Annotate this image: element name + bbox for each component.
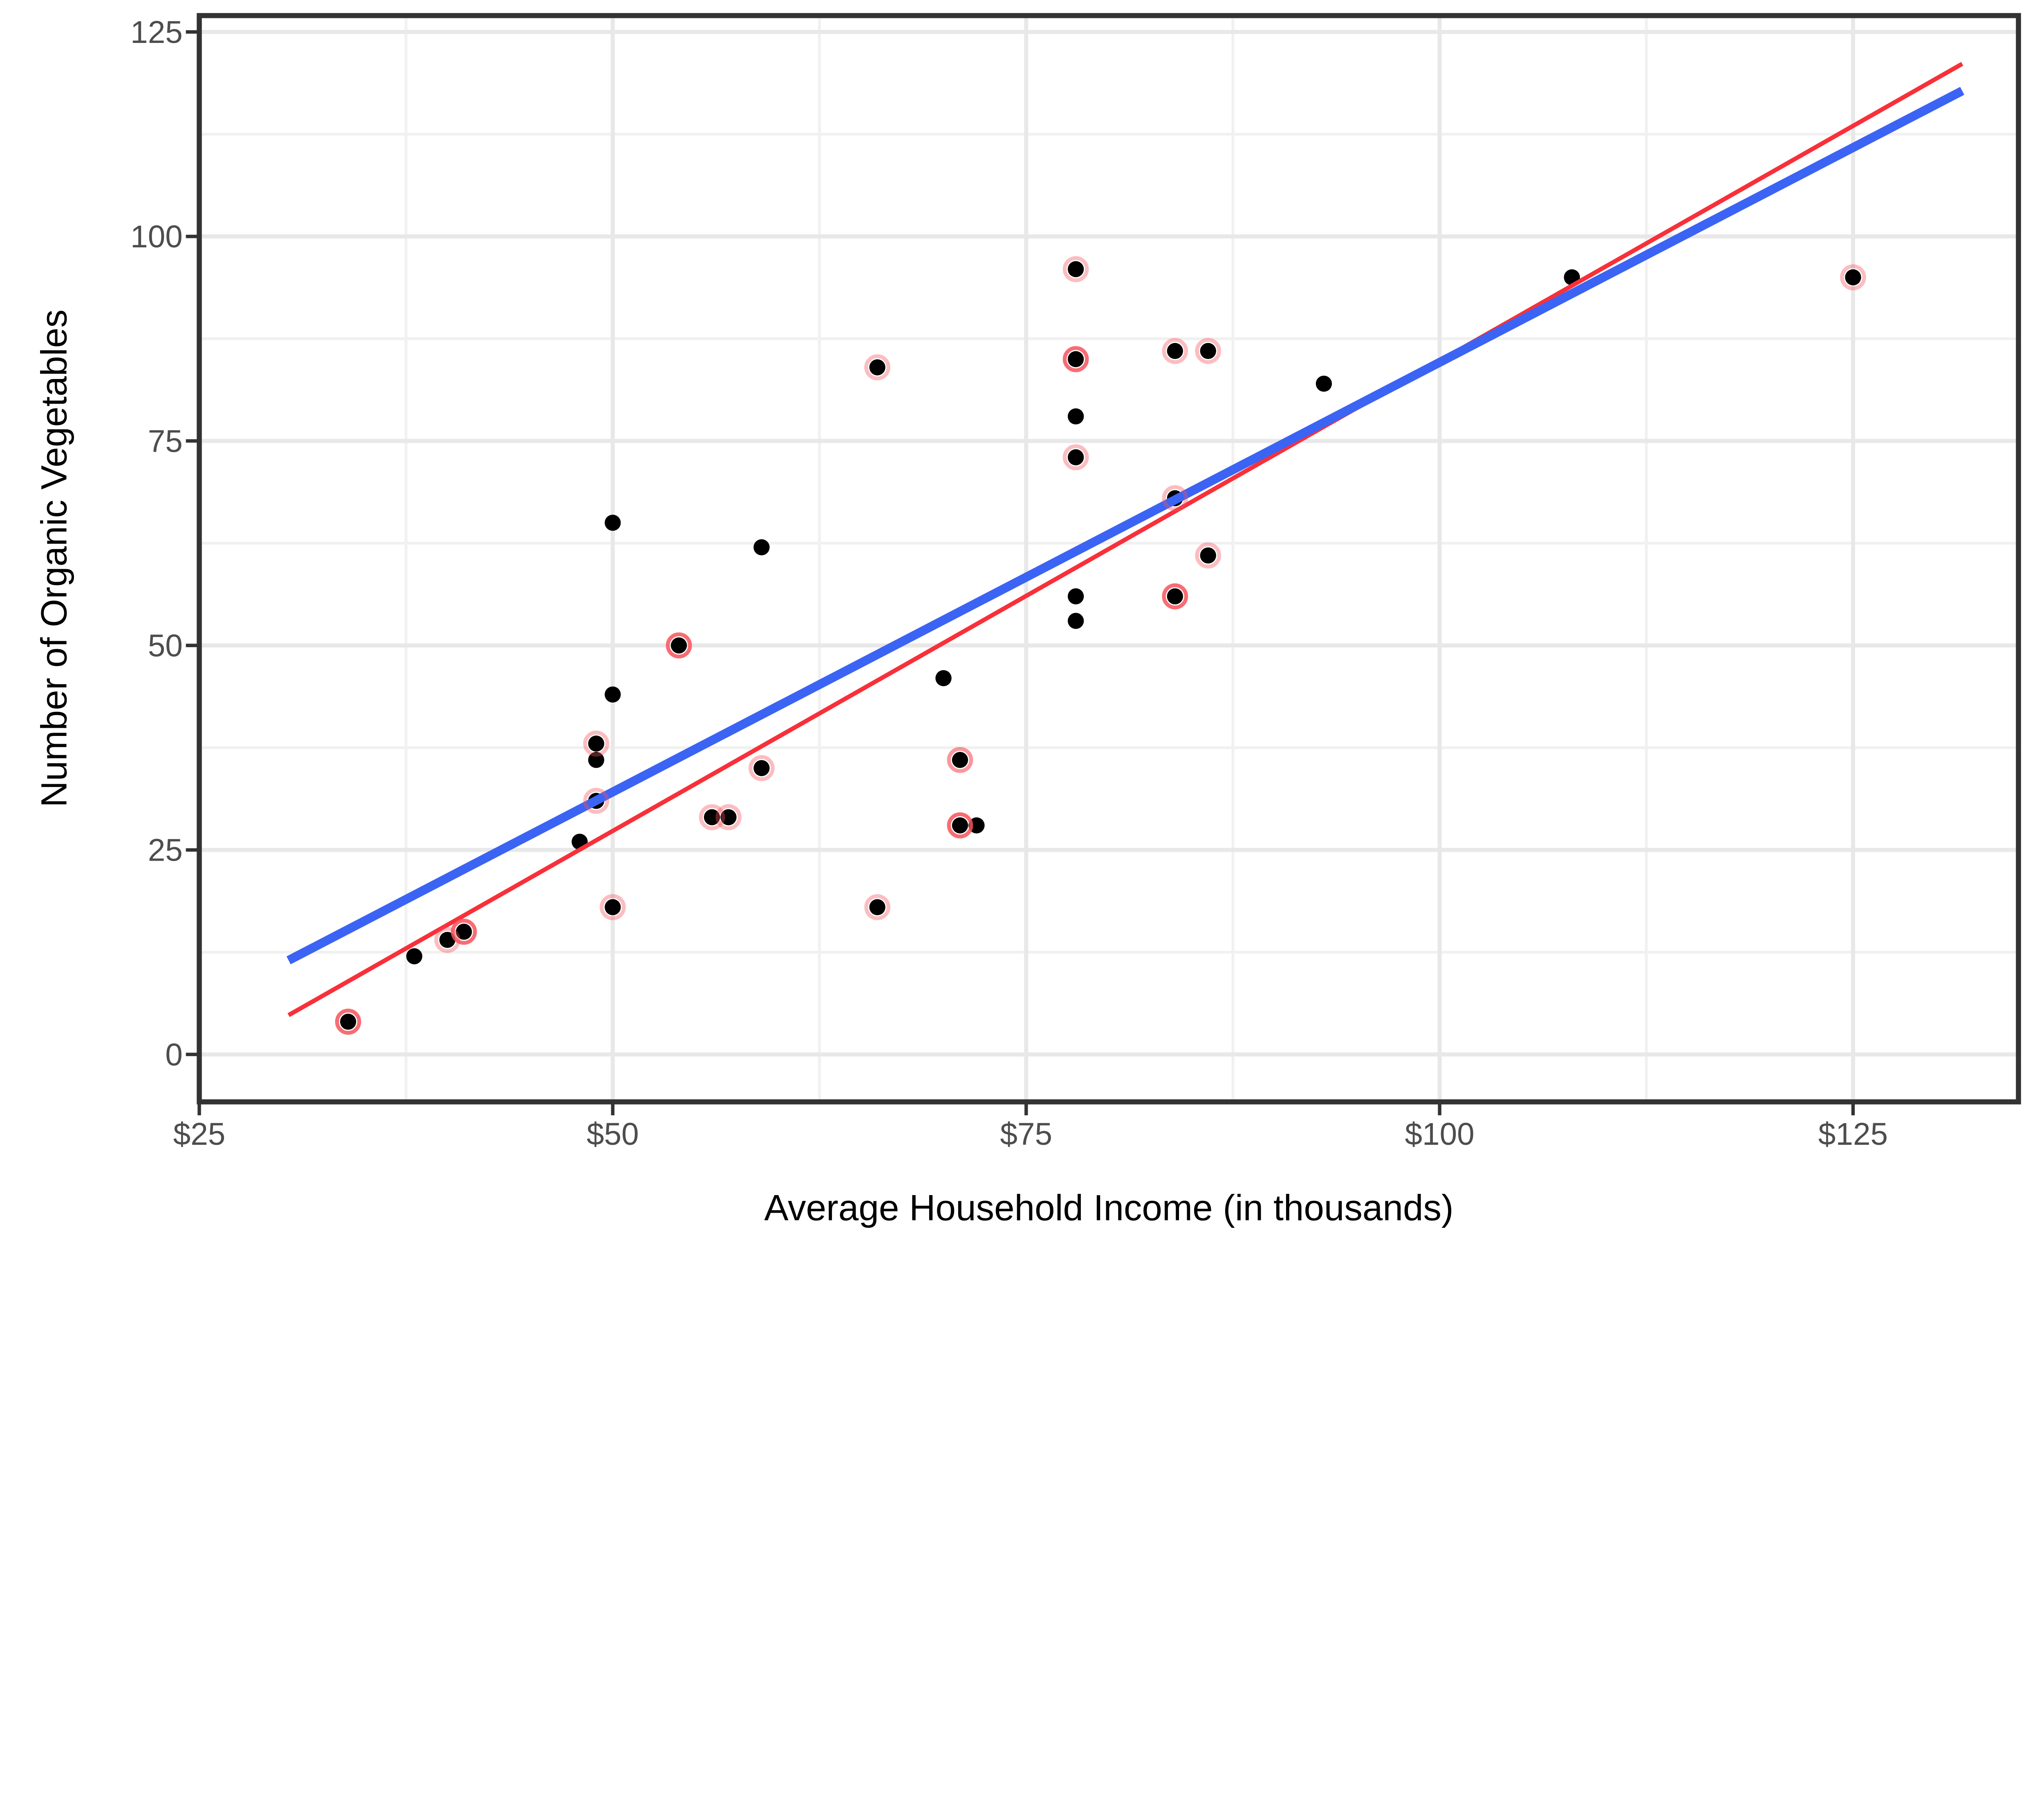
- data-point: [869, 359, 885, 376]
- red-regression-line: [287, 62, 1963, 1017]
- highlight-ring-light: [1162, 338, 1188, 364]
- highlight-ring-strong: [335, 1009, 361, 1035]
- data-point: [704, 809, 720, 825]
- data-point: [588, 752, 605, 768]
- data-point: [456, 924, 472, 940]
- data-point: [1067, 408, 1084, 425]
- highlight-ring-light: [864, 894, 891, 920]
- highlight-ring-light: [715, 804, 742, 830]
- data-point: [1316, 375, 1332, 392]
- data-point: [753, 760, 770, 776]
- data-point: [605, 686, 621, 703]
- data-point: [406, 948, 423, 964]
- x-tick-label: $25: [173, 1117, 226, 1152]
- data-point: [968, 817, 985, 834]
- y-tick-label: 25: [148, 833, 183, 868]
- data-point: [720, 809, 737, 825]
- highlight-ring-medium: [947, 747, 973, 773]
- y-tick-label: 100: [130, 220, 183, 254]
- data-point: [1167, 343, 1183, 359]
- highlight-ring-light: [583, 730, 610, 757]
- highlight-ring-light: [749, 755, 775, 781]
- plot-layers: $25 $50 $75 $100 $125 0 25 50 75 100 125: [130, 13, 2021, 1152]
- data-point: [1067, 351, 1084, 368]
- y-tick-label: 125: [130, 15, 183, 50]
- data-point: [1200, 547, 1216, 564]
- highlight-ring-strong: [666, 632, 692, 659]
- y-tick-label: 75: [148, 424, 183, 459]
- data-point: [1200, 343, 1216, 359]
- y-tick-label: 0: [165, 1038, 183, 1072]
- data-point: [340, 1014, 356, 1030]
- data-point: [952, 752, 968, 768]
- data-point: [753, 539, 770, 556]
- data-point: [605, 514, 621, 531]
- highlight-ring-light: [599, 894, 626, 920]
- highlight-ring-strong: [1162, 583, 1188, 610]
- data-point: [869, 899, 885, 915]
- x-tick-label: $100: [1405, 1117, 1474, 1152]
- data-point: [1067, 261, 1084, 278]
- organic-vegetables-scatter-figure: $25 $50 $75 $100 $125 0 25 50 75 100 125 Average H…: [33, 13, 2021, 1228]
- data-point: [1067, 449, 1084, 466]
- x-tick-label: $125: [1818, 1117, 1888, 1152]
- data-point: [588, 736, 605, 752]
- data-point: [1067, 612, 1084, 629]
- highlight-ring-strong: [450, 918, 477, 945]
- highlight-ring-light: [1062, 444, 1089, 471]
- highlight-ring-light: [864, 354, 891, 381]
- x-tick-label: $75: [1000, 1117, 1052, 1152]
- y-axis-title: Number of Organic Vegetables: [33, 310, 74, 807]
- highlight-ring-light: [1195, 338, 1221, 364]
- highlight-ring-light: [1162, 485, 1188, 511]
- data-point: [670, 637, 687, 654]
- data-point: [935, 670, 952, 686]
- data-point: [605, 899, 621, 915]
- data-point: [952, 817, 968, 834]
- highlight-ring-light: [583, 787, 610, 814]
- x-axis-title: Average Household Income (in thousands): [764, 1187, 1453, 1228]
- blue-regression-line: [286, 87, 1964, 964]
- highlight-ring-light: [1062, 256, 1089, 283]
- highlight-ring-light: [699, 804, 725, 830]
- highlight-ring-light: [1195, 542, 1221, 569]
- highlight-ring-strong: [1062, 346, 1089, 372]
- y-tick-label: 50: [148, 629, 183, 664]
- panel-border: [197, 13, 2021, 1105]
- data-point: [439, 932, 456, 948]
- scatter-plot: $25 $50 $75 $100 $125 0 25 50 75 100 125 Average H…: [33, 13, 2021, 1228]
- data-point: [1845, 269, 1861, 286]
- data-point: [1167, 588, 1183, 605]
- highlight-ring-strong: [947, 812, 973, 839]
- highlight-ring-light: [1840, 264, 1866, 291]
- data-point: [1067, 588, 1084, 605]
- x-tick-label: $50: [587, 1117, 639, 1152]
